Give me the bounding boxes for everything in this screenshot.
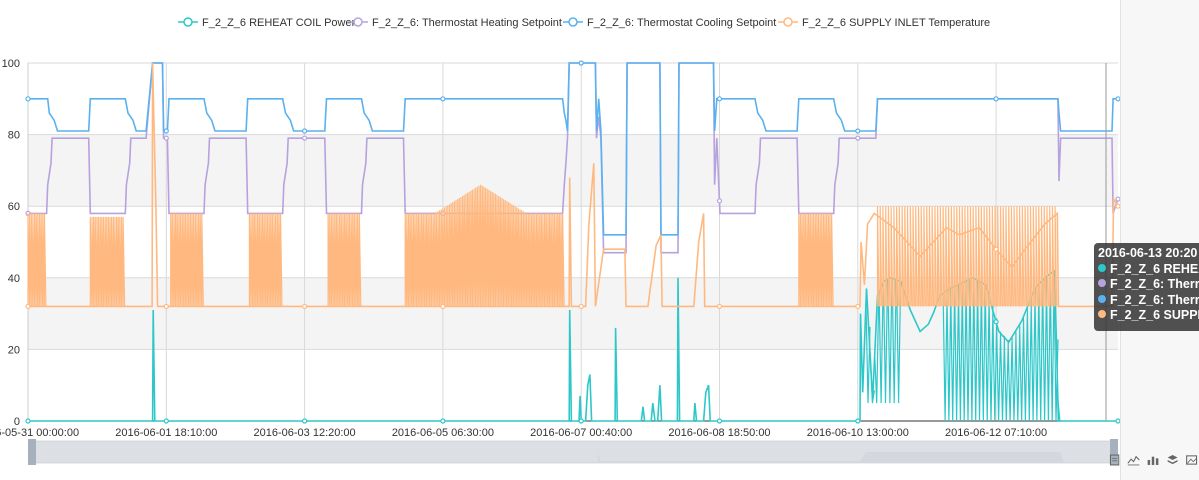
series-marker[interactable]	[578, 60, 584, 66]
legend-item[interactable]: F_2_Z_6 SUPPLY INLET Temperature	[778, 17, 990, 29]
tooltip-row: F_2_Z_6 REHEA	[1098, 262, 1199, 278]
x-tick-label: 2016-06-03 12:20:00	[254, 427, 356, 439]
y-axis: 0 20 40 60 80 100	[2, 58, 29, 428]
y-tick-label: 40	[8, 273, 20, 285]
series-marker[interactable]	[440, 96, 446, 102]
data-view-icon[interactable]	[1108, 452, 1121, 468]
x-tick-label: 2016-06-07 00:40:00	[530, 427, 632, 439]
series-spikes	[798, 213, 834, 307]
stack-icon[interactable]	[1166, 452, 1179, 468]
x-tick-label: 2016-06-01 18:10:00	[115, 427, 217, 439]
series-marker[interactable]	[301, 135, 308, 141]
series-marker[interactable]	[163, 135, 169, 141]
legend-label: F_2_Z_6 REHEAT COIL Power	[202, 17, 356, 29]
series-marker[interactable]	[301, 303, 308, 310]
series-spikes	[170, 213, 204, 307]
series-marker[interactable]	[25, 418, 31, 424]
legend: F_2_Z_6 REHEAT COIL Power F_2_Z_6: Thermo…	[178, 17, 990, 29]
x-tick-label: 2016-06-08 18:50:00	[668, 427, 770, 439]
zoom-preview-shape	[598, 452, 1064, 463]
series-marker[interactable]	[25, 96, 31, 102]
y-tick-label: 20	[8, 344, 20, 356]
legend-label: F_2_Z_6 SUPPLY INLET Temperature	[802, 17, 990, 29]
series-marker[interactable]	[716, 96, 723, 102]
right-panel	[1120, 0, 1199, 480]
series-marker[interactable]	[716, 198, 723, 204]
legend-item[interactable]: F_2_Z_6 REHEAT COIL Power	[178, 17, 356, 29]
series-spikes	[248, 213, 283, 307]
save-image-icon[interactable]	[1185, 452, 1198, 468]
tooltip-row: F_2_Z_6: Therr	[1098, 293, 1199, 309]
plot-band	[28, 134, 1118, 207]
series-marker[interactable]	[716, 303, 723, 310]
tooltip-row: F_2_Z_6: Therr	[1098, 277, 1199, 293]
tooltip-series-label: F_2_Z_6: Therr	[1110, 292, 1199, 307]
series-marker[interactable]	[163, 128, 169, 134]
legend-swatch-marker	[568, 17, 578, 27]
series-spikes	[876, 206, 1058, 307]
series-marker[interactable]	[163, 418, 169, 424]
legend-swatch-marker	[783, 17, 793, 27]
x-tick-label: 2016-06-12 07:10:00	[945, 427, 1047, 439]
series-oscillation	[942, 270, 1062, 422]
tooltip-title: 2016-06-13 20:20	[1098, 246, 1198, 260]
legend-swatch-marker	[353, 17, 363, 27]
bar-chart-icon[interactable]	[1146, 452, 1159, 468]
tooltip: 2016-06-13 20:20 F_2_Z_6 REHEA F_2_Z_6: …	[1094, 243, 1199, 331]
series-marker[interactable]	[578, 303, 584, 310]
legend-item[interactable]: F_2_Z_6: Thermostat Heating Setpoint	[348, 17, 562, 29]
tooltip-series-label: F_2_Z_6 REHEA	[1110, 261, 1199, 276]
data-zoom-slider[interactable]	[28, 439, 1118, 465]
series-marker[interactable]	[440, 303, 446, 310]
series-spikes	[27, 213, 47, 307]
tooltip-series-label: F_2_Z_6: Therr	[1110, 277, 1199, 291]
series-marker[interactable]	[25, 303, 31, 310]
series-layer	[25, 60, 1121, 424]
x-tick-label: 2016-06-10 13:00:00	[807, 427, 909, 439]
series-spikes	[89, 216, 126, 307]
legend-label: F_2_Z_6: Thermostat Heating Setpoint	[372, 17, 562, 29]
series-marker[interactable]	[993, 96, 999, 102]
x-tick-label: 2016-06-05 06:30:00	[392, 427, 494, 439]
y-tick-label: 0	[14, 416, 20, 428]
tooltip-row: F_2_Z_6 SUPPI	[1098, 308, 1199, 324]
chart-toolbox	[1108, 451, 1198, 469]
series-marker[interactable]	[163, 303, 169, 310]
series-marker[interactable]	[716, 418, 723, 424]
line-chart-icon[interactable]	[1127, 452, 1140, 468]
series-marker[interactable]	[301, 418, 308, 424]
legend-label: F_2_Z_6: Thermostat Cooling Setpoint	[587, 17, 776, 29]
zoom-handle-right[interactable]	[1110, 439, 1118, 465]
legend-swatch-marker	[183, 17, 193, 27]
y-tick-label: 60	[8, 201, 20, 213]
series-oscillation	[865, 277, 902, 404]
series-marker[interactable]	[993, 319, 999, 325]
series-marker[interactable]	[993, 246, 999, 252]
series-marker[interactable]	[855, 128, 861, 134]
y-tick-label: 80	[8, 130, 20, 142]
y-tick-label: 100	[2, 58, 20, 70]
x-tick-label: 2016-05-31 00:00:00	[0, 427, 79, 439]
series-marker[interactable]	[855, 418, 861, 424]
series-marker[interactable]	[855, 303, 861, 310]
x-axis: 2016-05-31 00:00:00 2016-06-01 18:10:00 20…	[0, 420, 1118, 439]
series-3	[25, 62, 1121, 310]
series-marker[interactable]	[440, 418, 446, 424]
series-spikes	[327, 213, 362, 307]
legend-item[interactable]: F_2_Z_6: Thermostat Cooling Setpoint	[563, 17, 776, 29]
zoom-window[interactable]	[30, 441, 1116, 463]
series-spikes	[404, 184, 565, 307]
series-marker[interactable]	[855, 135, 861, 141]
tooltip-series-label: F_2_Z_6 SUPPI	[1110, 308, 1199, 322]
zoom-handle-left[interactable]	[28, 439, 36, 465]
series-marker[interactable]	[578, 418, 584, 424]
series-marker[interactable]	[301, 128, 308, 134]
